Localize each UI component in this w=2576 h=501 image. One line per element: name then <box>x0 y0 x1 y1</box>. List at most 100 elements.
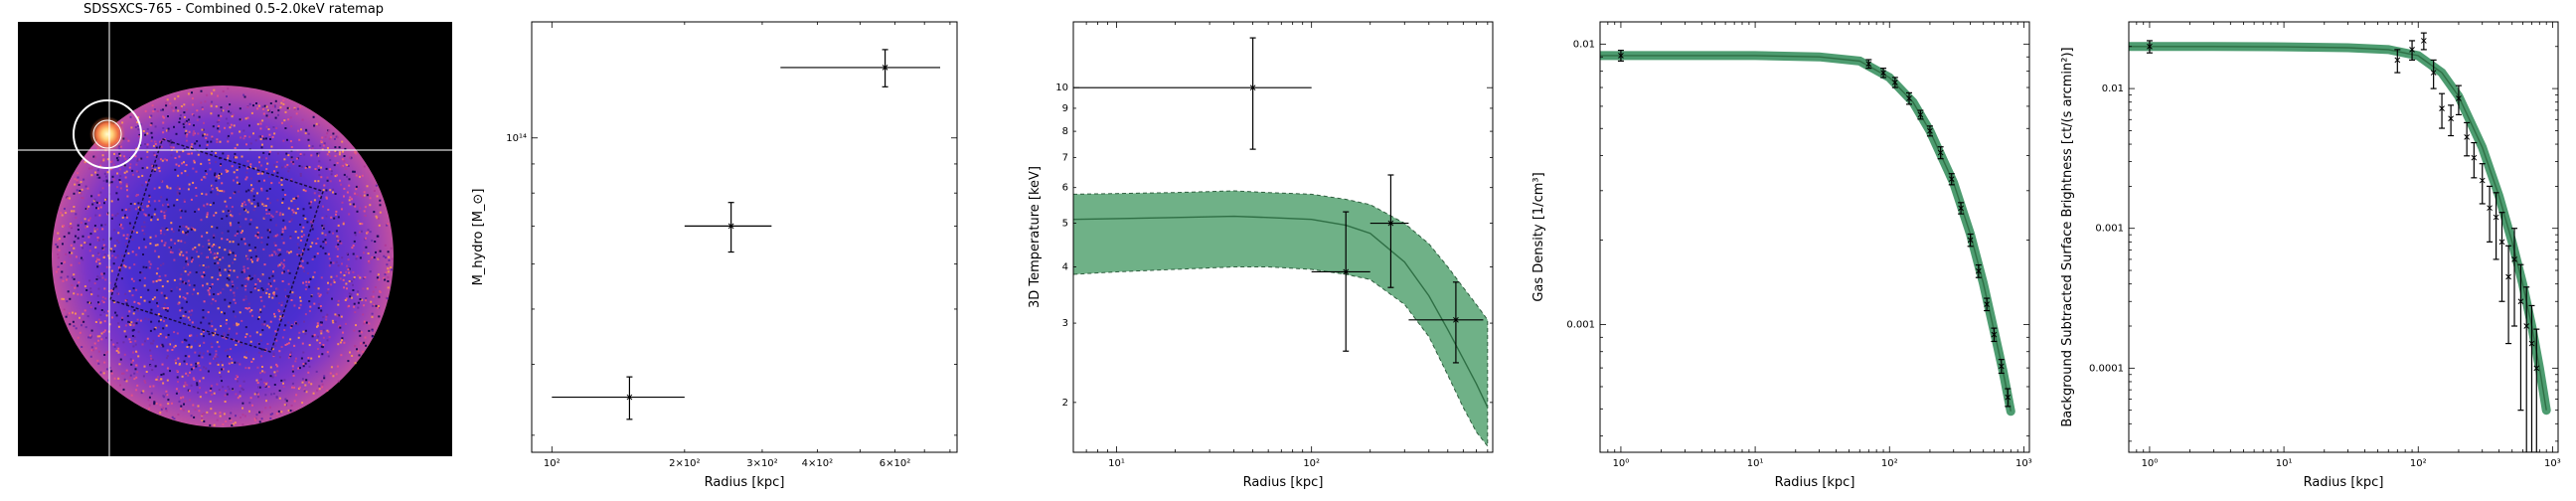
photon-pixel <box>78 184 80 186</box>
photon-pixel <box>161 159 164 162</box>
photon-pixel <box>257 280 260 283</box>
photon-pixel <box>160 374 163 376</box>
photon-pixel <box>337 264 340 267</box>
photon-pixel <box>198 244 201 247</box>
photon-pixel <box>130 361 133 364</box>
y-tick-label: 3 <box>1062 318 1068 329</box>
photon-pixel <box>127 320 130 323</box>
data-marker <box>1937 149 1944 156</box>
photon-pixel <box>330 136 332 139</box>
photon-pixel <box>289 353 291 356</box>
data-marker <box>2498 239 2505 246</box>
photon-pixel <box>183 266 186 269</box>
photon-pixel <box>263 104 266 107</box>
photon-pixel <box>128 321 131 324</box>
photon-pixel <box>286 343 289 346</box>
photon-pixel <box>329 180 332 183</box>
photon-pixel <box>137 355 140 358</box>
photon-pixel <box>291 209 294 212</box>
photon-pixel <box>171 349 174 351</box>
photon-pixel <box>183 403 185 406</box>
photon-pixel <box>363 165 366 168</box>
photon-pixel <box>260 355 263 358</box>
photon-pixel <box>269 284 272 287</box>
photon-pixel <box>273 250 276 253</box>
source-marker <box>92 119 122 149</box>
photon-pixel <box>173 125 175 128</box>
photon-pixel <box>322 241 325 244</box>
photon-pixel <box>216 138 219 141</box>
photon-pixel <box>224 401 227 403</box>
photon-pixel <box>234 294 236 297</box>
photon-pixel <box>218 125 221 127</box>
photon-pixel <box>329 189 332 192</box>
photon-pixel <box>272 104 274 107</box>
photon-pixel <box>137 206 140 209</box>
photon-pixel <box>261 288 264 291</box>
photon-pixel <box>182 253 185 256</box>
photon-pixel <box>189 318 191 321</box>
photon-pixel <box>204 317 207 320</box>
photon-pixel <box>165 410 168 413</box>
photon-pixel <box>287 282 290 285</box>
data-point <box>2455 84 2462 116</box>
photon-pixel <box>74 286 77 289</box>
photon-pixel <box>327 355 330 358</box>
photon-pixel <box>231 361 234 364</box>
photon-pixel <box>196 140 199 143</box>
photon-pixel <box>179 253 182 256</box>
data-marker <box>2493 214 2499 221</box>
photon-pixel <box>248 335 251 338</box>
photon-pixel <box>236 286 239 289</box>
data-marker <box>2409 47 2415 53</box>
photon-pixel <box>191 143 194 146</box>
photon-pixel <box>135 163 138 166</box>
data-marker <box>1891 80 1898 85</box>
photon-pixel <box>218 389 221 392</box>
photon-pixel <box>102 256 105 258</box>
photon-pixel <box>238 222 241 225</box>
photon-pixel <box>347 258 350 261</box>
photon-pixel <box>213 214 216 217</box>
photon-pixel <box>80 192 82 195</box>
photon-pixel <box>114 214 117 217</box>
photon-pixel <box>243 270 246 273</box>
photon-pixel <box>309 206 312 209</box>
photon-pixel <box>241 319 243 322</box>
photon-pixel <box>87 336 90 339</box>
photon-pixel <box>203 204 206 207</box>
photon-pixel <box>230 348 233 351</box>
photon-pixel <box>155 378 158 381</box>
photon-pixel <box>329 159 332 162</box>
photon-pixel <box>221 218 224 220</box>
photon-pixel <box>165 228 168 230</box>
photon-pixel <box>219 412 222 415</box>
photon-pixel <box>226 215 229 218</box>
photon-pixel <box>265 213 268 215</box>
photon-pixel <box>339 179 341 182</box>
photon-pixel <box>148 300 151 303</box>
photon-pixel <box>215 161 218 164</box>
photon-pixel <box>133 309 136 311</box>
photon-pixel <box>343 155 346 157</box>
photon-pixel <box>246 105 249 108</box>
data-point <box>1948 173 1955 186</box>
photon-pixel <box>166 379 169 382</box>
photon-pixel <box>184 242 187 244</box>
photon-pixel <box>232 422 235 425</box>
photon-pixel <box>245 282 248 285</box>
photon-pixel <box>187 279 190 282</box>
photon-pixel <box>326 351 329 354</box>
photon-pixel <box>143 221 146 224</box>
photon-pixel <box>335 246 338 249</box>
photon-pixel <box>176 150 179 153</box>
photon-pixel <box>281 301 284 304</box>
photon-pixel <box>186 346 189 348</box>
photon-pixel <box>327 281 329 284</box>
photon-pixel <box>137 116 140 119</box>
photon-pixel <box>194 340 197 343</box>
photon-pixel <box>183 199 186 201</box>
photon-pixel <box>295 357 297 360</box>
photon-pixel <box>132 323 135 326</box>
